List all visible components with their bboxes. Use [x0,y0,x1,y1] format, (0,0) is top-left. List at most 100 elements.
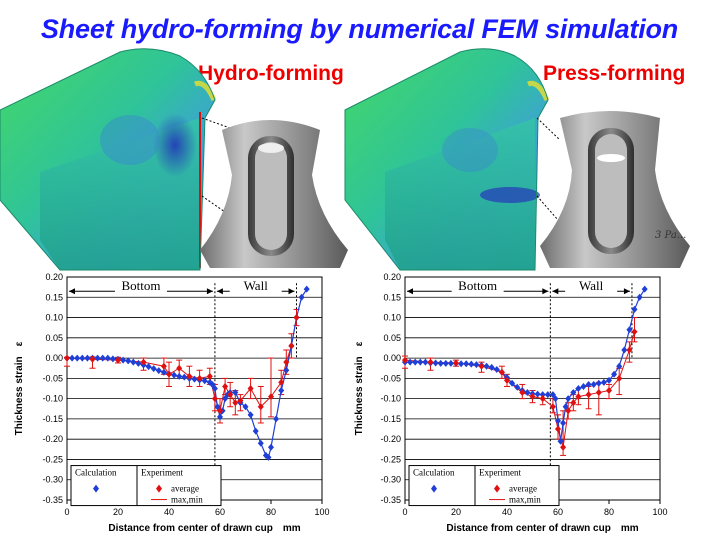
x-tick-label: 80 [604,507,614,517]
calculation-point [544,391,551,399]
calculation-point [631,305,638,313]
calculation-point [155,367,162,375]
calculation-point [407,358,414,366]
calculation-point [442,359,449,367]
x-tick-label: 80 [266,507,276,517]
calculation-point [104,354,111,362]
average-point [257,403,264,411]
average-point [631,328,638,336]
legend-average-marker [156,484,162,493]
calculation-point [84,354,91,362]
calculation-point [549,391,556,399]
x-tick-label: 40 [502,507,512,517]
calculation-point [273,415,280,423]
calculation-point [176,372,183,380]
calculation-point [94,354,101,362]
region-label-bg [565,279,618,294]
calculation-point [621,346,628,354]
legend-calculation-label: Calculation [413,468,455,478]
average-point [176,364,183,372]
region-arrowhead [206,288,213,295]
y-axis-label: Thickness strain ε [14,341,25,435]
y-tick-label: -0.35 [42,495,63,505]
y-tick-label: -0.35 [380,495,401,505]
calculation-point [160,368,167,376]
average-point [570,399,577,407]
average-point [196,374,203,382]
x-tick-label: 60 [553,507,563,517]
calculation-point [99,354,106,362]
calculation-point [562,403,569,411]
calculation-point [590,380,597,388]
average-point [555,425,561,433]
average-point [560,443,567,451]
legend-experiment-label: Experiment [141,468,183,478]
average-point [539,395,546,403]
calculation-point [552,395,559,403]
calculation-point [447,359,454,367]
y-tick-label: -0.05 [42,373,63,383]
region-label: Bottom [121,278,160,293]
plot-area [404,276,661,501]
y-tick-label: -0.30 [42,475,63,485]
calculation-point [626,326,633,334]
calculation-point [509,379,516,387]
average-point [186,372,193,380]
region-label-bg [229,279,282,294]
legend-calculation-label: Calculation [75,468,117,478]
calculation-point [209,380,216,388]
x-tick-label: 20 [451,507,461,517]
average-point [89,355,96,363]
y-tick-label: 0.15 [45,292,63,302]
calculation-point [483,362,490,370]
x-tick-label: 60 [215,507,225,517]
calculation-point [265,453,272,461]
legend-calculation-marker [93,484,99,493]
x-tick-label: 40 [164,507,174,517]
average-point [498,368,505,376]
calculation-point [79,354,86,362]
calculation-point [181,373,188,381]
legend-maxmin-label: max,min [171,495,203,505]
calculation-point [636,293,643,301]
region-arrowhead [623,288,630,295]
region-label-bg [114,279,167,294]
legend-maxmin-label: max,min [509,495,541,505]
calculation-point [247,411,254,419]
calculation-point [125,357,132,365]
calculation-point [257,439,264,447]
calculation-point [570,389,577,397]
y-tick-label: 0.10 [45,313,63,323]
average-point [268,393,274,401]
y-tick-label: 0.20 [45,272,63,282]
legend-calculation-marker [431,484,437,493]
calculation-point [514,383,521,391]
calculation-point [222,395,229,403]
calculation-point [252,427,259,435]
calculation-point [145,363,152,371]
calculation-point [468,360,475,368]
calculation-point [120,356,127,364]
calculation-point [488,363,495,371]
region-arrowhead [552,288,559,295]
calculation-point [130,358,137,366]
calculation-point [555,417,561,425]
calculation-point [437,359,444,367]
press-fem-model [344,48,550,271]
y-tick-label: -0.30 [380,475,401,485]
region-arrowhead [288,288,295,295]
hydro-forming-label: Hydro-forming [198,62,344,85]
x-axis-label: Distance from center of drawn cup mm [108,523,300,534]
y-tick-label: 0.05 [383,333,401,343]
region-label-bg [451,279,504,294]
average-point [293,314,300,322]
y-tick-label: -0.15 [42,414,63,424]
calculation-point [575,385,582,392]
calculation-point [268,443,274,451]
average-point [211,395,218,403]
calculation-point [432,359,439,367]
y-tick-label: 0.00 [383,353,401,363]
